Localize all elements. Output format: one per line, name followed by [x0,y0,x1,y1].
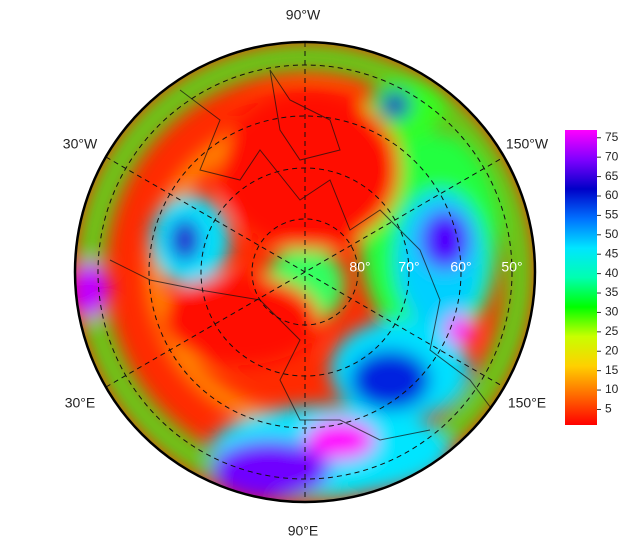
colorbar-tick-label: 30 [605,305,619,319]
colorbar-tick-label: 65 [605,169,619,183]
longitude-label: 30°W [63,136,98,152]
map-border [73,40,537,504]
colorbar-tick-label: 75 [605,130,619,144]
colorbar-tick-label: 70 [605,149,619,163]
colorbar-tick-label: 5 [605,402,612,416]
latitude-label: 70° [398,259,419,275]
latitude-label: 60° [450,259,471,275]
colorbar-tick-label: 20 [605,343,619,357]
colorbar-tick-label: 15 [605,363,619,377]
colorbar-tick-label: 55 [605,208,619,222]
colorbar-tick-label: 35 [605,285,619,299]
colorbar-tick-label: 60 [605,188,619,202]
longitude-label: 150°W [506,136,549,152]
latitude-label: 80° [349,259,370,275]
colorbar-tick-label: 40 [605,266,619,280]
colorbar-tick-label: 10 [605,382,619,396]
colorbar-tick-label: 50 [605,227,619,241]
colorbar [565,130,597,425]
longitude-label: 150°E [508,395,546,411]
longitude-label: 30°E [65,395,96,411]
longitude-label: 90°E [288,523,319,539]
colorbar-tick-label: 25 [605,324,619,338]
longitude-label: 90°W [286,7,321,23]
colorbar-tick-label: 45 [605,246,619,260]
latitude-label: 50° [501,259,522,275]
field [75,42,535,502]
